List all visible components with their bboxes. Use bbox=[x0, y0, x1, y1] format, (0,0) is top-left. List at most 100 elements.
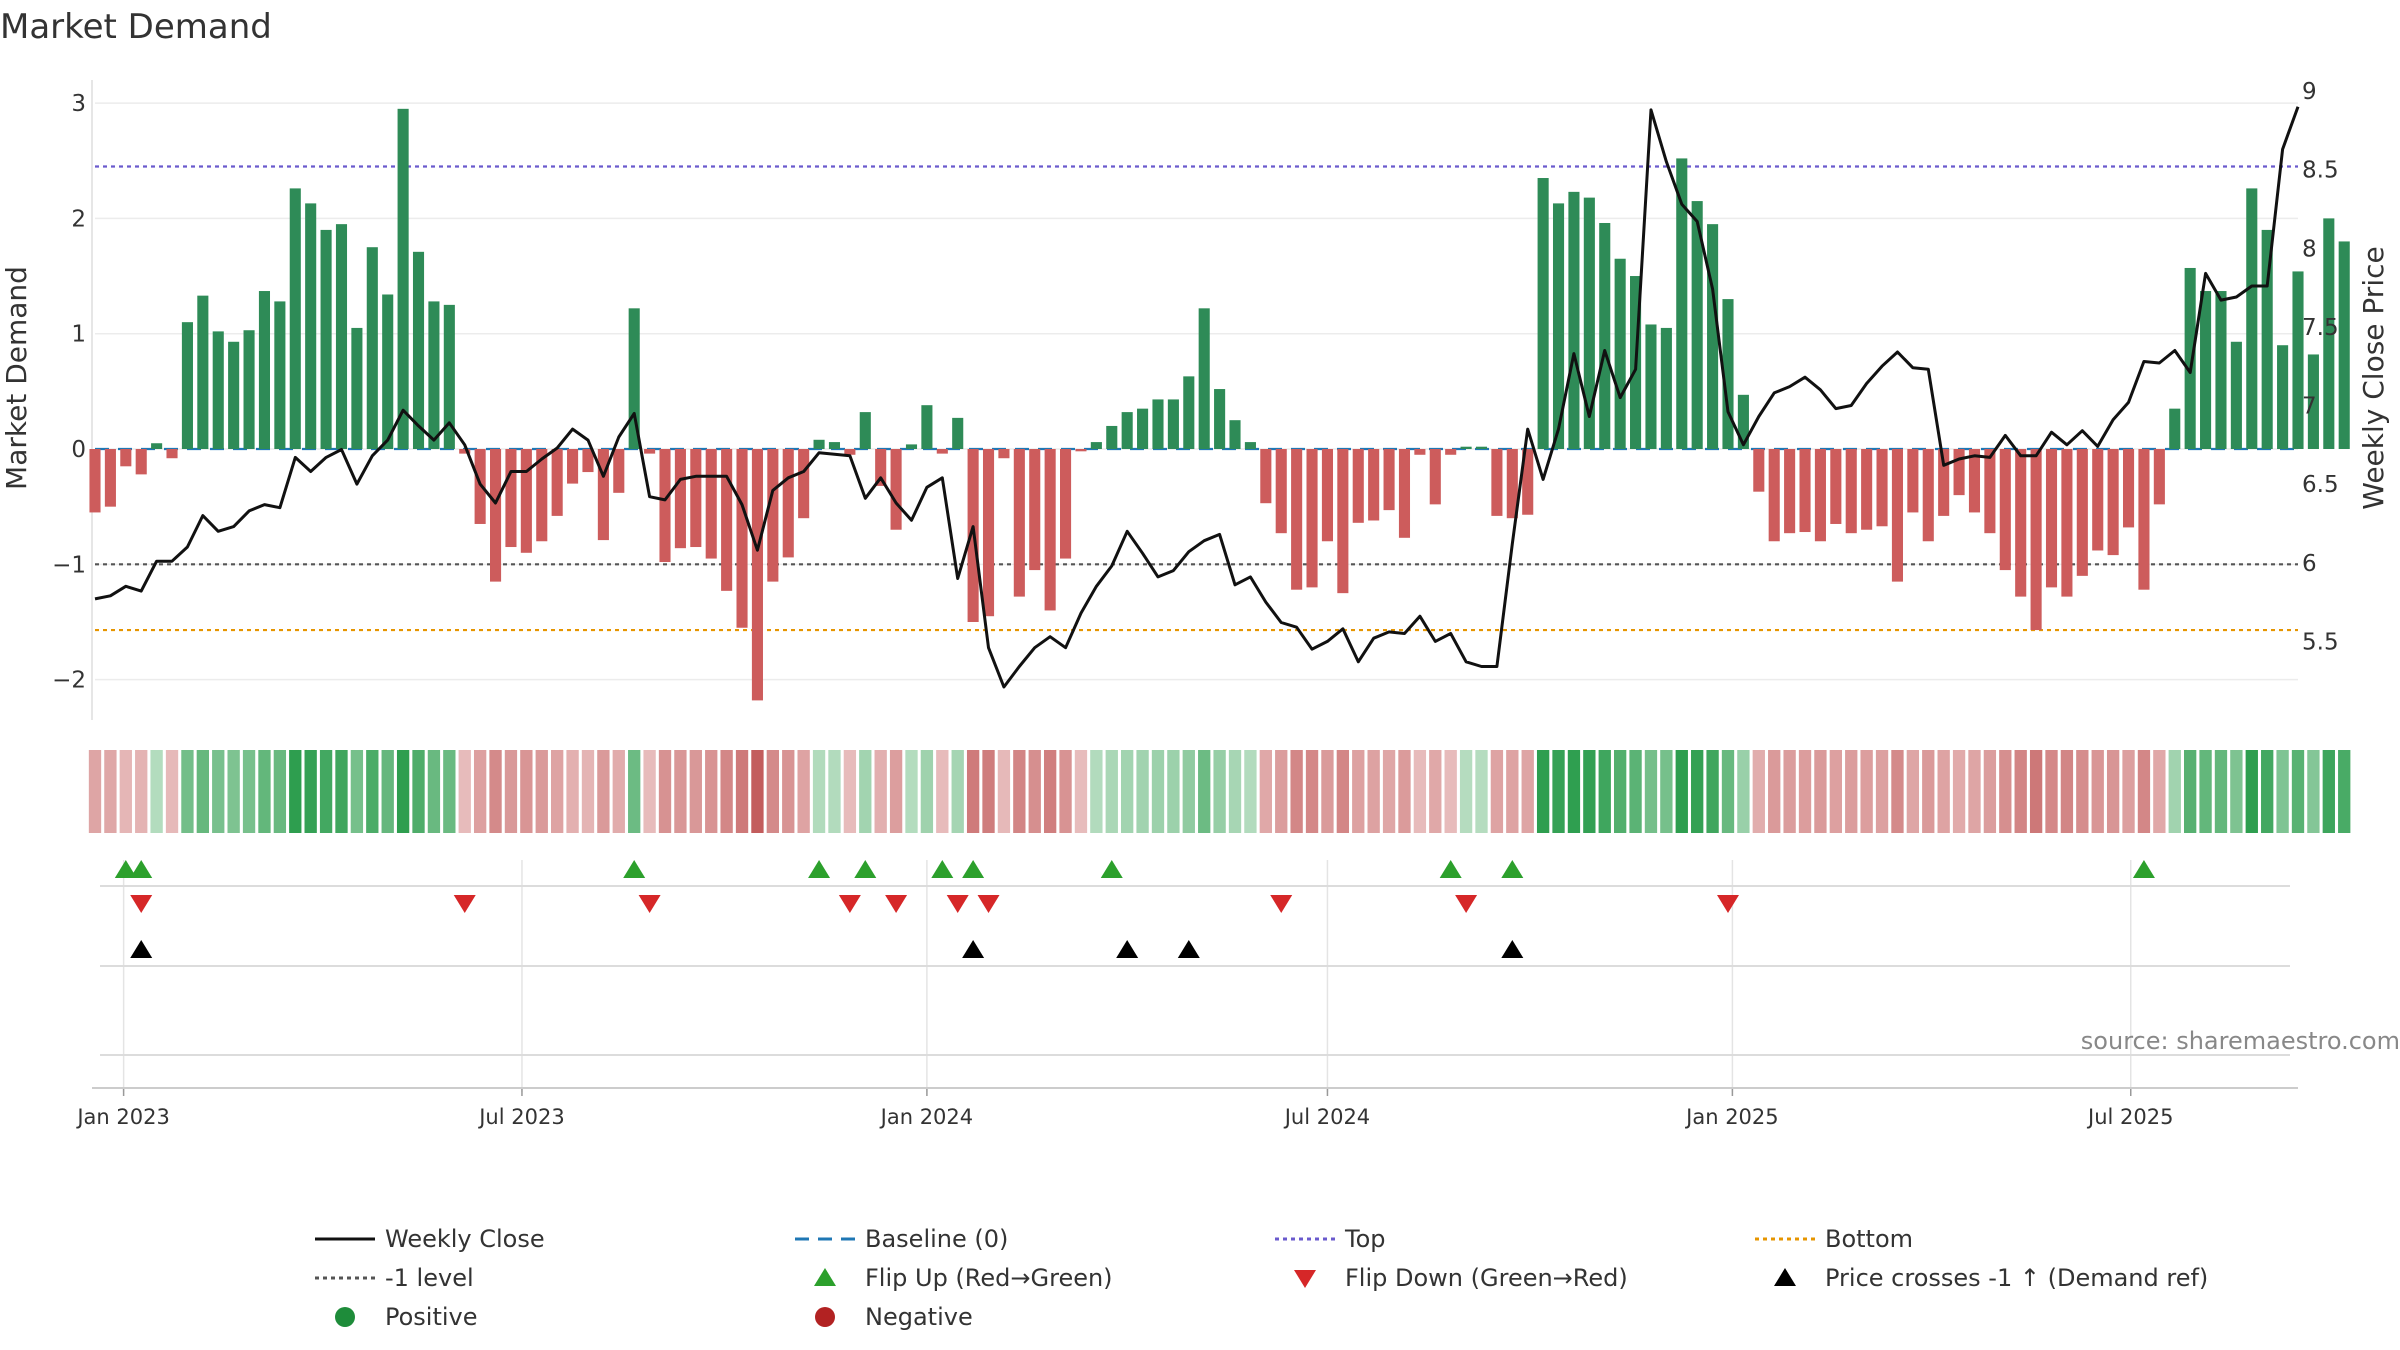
strip-cell bbox=[1198, 750, 1211, 833]
flip-up-marker bbox=[1439, 860, 1462, 878]
demand-bar bbox=[397, 108, 409, 450]
strip-cell bbox=[1552, 750, 1565, 833]
demand-bar bbox=[1398, 449, 1411, 538]
strip-cell bbox=[1305, 750, 1319, 833]
strip-cell bbox=[2106, 750, 2120, 833]
flip-up-marker bbox=[808, 860, 831, 878]
demand-bar bbox=[2277, 345, 2289, 450]
demand-bar bbox=[1475, 446, 1488, 450]
strip-cell bbox=[889, 750, 903, 833]
strip-cell bbox=[181, 750, 194, 833]
legend-label: Flip Up (Red→Green) bbox=[865, 1264, 1113, 1292]
demand-bar bbox=[1306, 449, 1318, 588]
demand-bar bbox=[1737, 394, 1749, 450]
strip-cell bbox=[165, 750, 179, 833]
strip-cell bbox=[2214, 750, 2228, 833]
demand-bar bbox=[2261, 229, 2273, 450]
strip-cell bbox=[2060, 750, 2074, 833]
strip-cell bbox=[119, 750, 132, 833]
strip-cell bbox=[874, 750, 887, 833]
strip-cell bbox=[1675, 750, 1688, 833]
demand-bar bbox=[1537, 178, 1549, 450]
demand-bar bbox=[905, 444, 918, 450]
strip-cell bbox=[2245, 750, 2258, 833]
strip-cell bbox=[2014, 750, 2027, 833]
strip-cell bbox=[1737, 750, 1750, 833]
strip-cell bbox=[951, 750, 964, 833]
demand-bar bbox=[844, 449, 856, 455]
demand-bar bbox=[1291, 449, 1303, 590]
demand-bar bbox=[258, 291, 271, 450]
strip-cell bbox=[1398, 750, 1411, 833]
y-tick-label: 0 bbox=[71, 437, 86, 463]
flip-down-marker bbox=[638, 895, 661, 913]
demand-bar bbox=[2200, 291, 2212, 450]
legend-label: Positive bbox=[385, 1303, 478, 1331]
legend-item: Baseline (0) bbox=[795, 1225, 1008, 1253]
demand-bar bbox=[120, 449, 132, 467]
demand-bar bbox=[1768, 449, 1780, 542]
strip-cell bbox=[812, 750, 826, 833]
strip-cell bbox=[2153, 750, 2166, 833]
legend-item: Flip Down (Green→Red) bbox=[1294, 1264, 1628, 1292]
strip-cell bbox=[535, 750, 548, 833]
x-tick-label: Jul 2023 bbox=[477, 1105, 564, 1129]
strip-cell bbox=[920, 750, 934, 833]
demand-bar bbox=[1244, 442, 1256, 450]
demand-bar bbox=[2323, 218, 2335, 450]
demand-bar bbox=[936, 449, 948, 454]
x-tick-label: Jan 2025 bbox=[1684, 1105, 1779, 1129]
flip-down-marker bbox=[453, 895, 476, 913]
demand-bar bbox=[1383, 449, 1395, 511]
strip-cell bbox=[2291, 750, 2305, 833]
legend-label: Flip Down (Green→Red) bbox=[1345, 1264, 1628, 1292]
strip-cell bbox=[1922, 750, 1935, 833]
strip-cell bbox=[735, 750, 749, 833]
strip-cell bbox=[982, 750, 995, 833]
demand-heat-strip bbox=[88, 750, 2351, 833]
demand-bar bbox=[1260, 449, 1272, 504]
strip-cell bbox=[304, 750, 317, 833]
strip-cell bbox=[705, 750, 718, 833]
strip-cell bbox=[1151, 750, 1165, 833]
demand-bar bbox=[2138, 449, 2150, 590]
strip-cell bbox=[1721, 750, 1735, 833]
gridlines bbox=[91, 80, 2298, 1092]
demand-bar bbox=[2107, 449, 2119, 556]
demand-bar bbox=[1799, 449, 1811, 533]
demand-bar bbox=[212, 331, 224, 450]
demand-bar bbox=[228, 341, 240, 450]
demand-bar bbox=[736, 449, 748, 628]
demand-bar bbox=[1707, 224, 1719, 450]
strip-cell bbox=[658, 750, 672, 833]
legend-item: Negative bbox=[815, 1303, 973, 1331]
demand-bar bbox=[659, 449, 671, 563]
strip-cell bbox=[366, 750, 379, 833]
strip-cell bbox=[1336, 750, 1350, 833]
strip-cell bbox=[1845, 750, 1858, 833]
strip-cell bbox=[504, 750, 518, 833]
strip-cell bbox=[1598, 750, 1611, 833]
demand-bar bbox=[489, 449, 502, 582]
demand-bar bbox=[1368, 449, 1380, 521]
x-tick-label: Jan 2023 bbox=[75, 1105, 170, 1129]
strip-cell bbox=[1875, 750, 1889, 833]
y2-tick-label: 8.5 bbox=[2302, 158, 2339, 184]
demand-bar bbox=[243, 330, 255, 450]
demand-bar bbox=[1121, 412, 1133, 450]
demand-bar bbox=[1907, 449, 1919, 513]
demand-bar bbox=[767, 449, 779, 582]
legend-item: Positive bbox=[335, 1303, 478, 1331]
demand-bar bbox=[1337, 449, 1349, 594]
x-tick-label: Jul 2024 bbox=[1283, 1105, 1370, 1129]
demand-bar bbox=[1891, 449, 1904, 582]
demand-bar bbox=[1583, 197, 1595, 450]
demand-bar bbox=[1214, 389, 1226, 450]
legend-label: -1 level bbox=[385, 1264, 474, 1292]
demand-bar bbox=[1198, 308, 1210, 450]
strip-cell bbox=[643, 750, 656, 833]
strip-cell bbox=[443, 750, 456, 833]
demand-bar bbox=[2061, 449, 2073, 597]
y-tick-label: 3 bbox=[71, 91, 86, 117]
demand-bar bbox=[1522, 449, 1534, 515]
